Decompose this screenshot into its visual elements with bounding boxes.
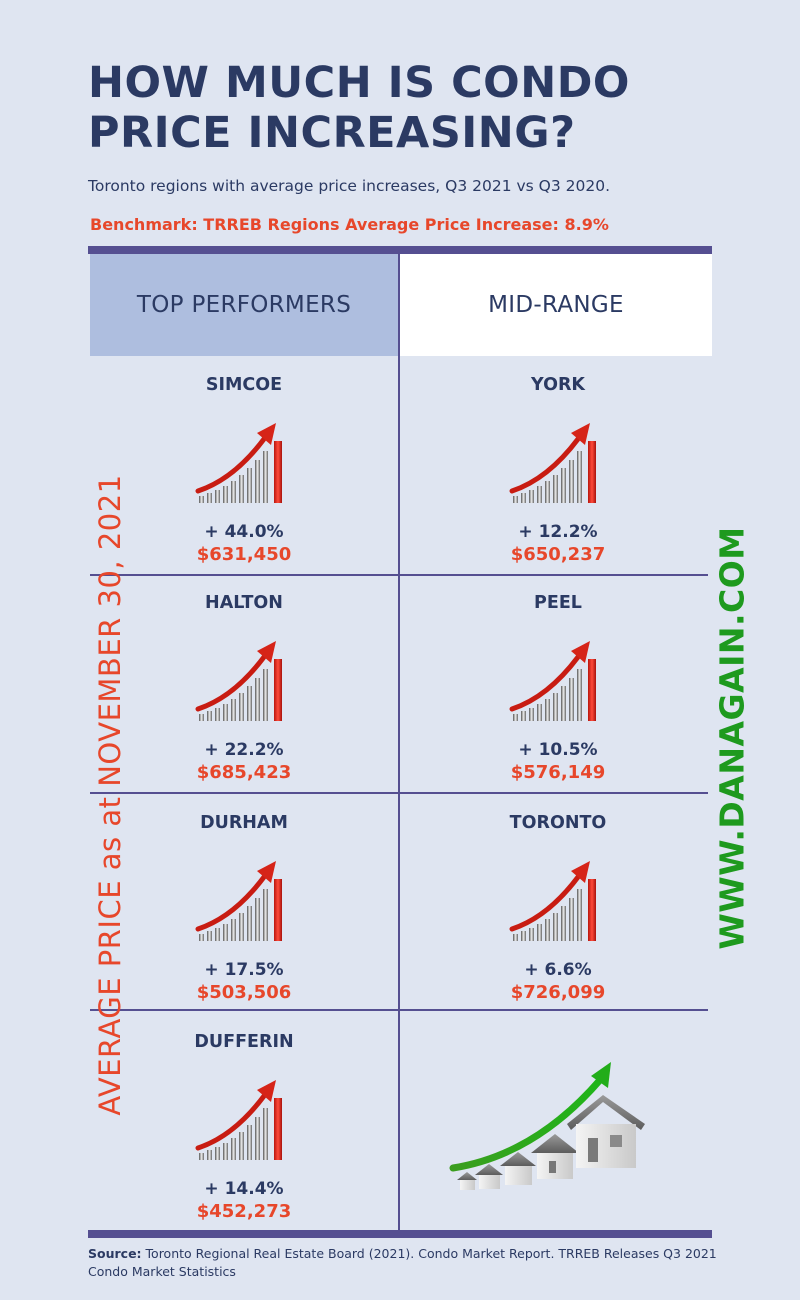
price-change: + 6.6% — [524, 960, 592, 980]
price-change: + 22.2% — [204, 740, 284, 760]
benchmark-note: Benchmark: TRREB Regions Average Price I… — [90, 215, 609, 234]
region-card-simcoe: SIMCOE + 44.0% $631,450 — [144, 373, 344, 567]
bar-growth-arrow-icon — [194, 629, 294, 729]
top-divider — [88, 246, 712, 254]
bar-growth-arrow-icon — [508, 849, 608, 949]
average-price: $685,423 — [196, 762, 292, 783]
price-change: + 44.0% — [204, 522, 284, 542]
source-citation: Source: Toronto Regional Real Estate Boa… — [88, 1245, 728, 1281]
average-price: $452,273 — [196, 1201, 292, 1222]
region-card-dufferin: DUFFERIN + 14.4% $452,273 — [144, 1030, 344, 1224]
region-name: DUFFERIN — [194, 1032, 294, 1052]
region-name: YORK — [531, 375, 585, 395]
region-card-york: YORK + 12.2% $650,237 — [458, 373, 658, 567]
price-change: + 17.5% — [204, 960, 284, 980]
bar-growth-arrow-icon — [194, 411, 294, 511]
region-name: SIMCOE — [205, 375, 283, 395]
region-name: PEEL — [534, 593, 582, 613]
bar-growth-arrow-icon — [508, 411, 608, 511]
bottom-divider — [88, 1230, 712, 1238]
average-price: $503,506 — [196, 982, 292, 1003]
source-label: Source: — [88, 1246, 142, 1261]
bar-growth-arrow-icon — [508, 629, 608, 729]
average-price-date-label: AVERAGE PRICE as at NOVEMBER 30, 2021 — [93, 474, 127, 1116]
region-name: HALTON — [205, 593, 283, 613]
average-price: $631,450 — [196, 544, 292, 565]
houses-growth-arrow-icon — [449, 1062, 645, 1190]
region-name: TORONTO — [509, 813, 607, 833]
column-divider — [398, 254, 400, 1230]
page-title: HOW MUCH IS CONDO PRICE INCREASING? — [88, 58, 630, 158]
row-divider — [90, 574, 708, 576]
price-change: + 10.5% — [518, 740, 598, 760]
column-header-top-performers: TOP PERFORMERS — [90, 254, 398, 356]
page-subtitle: Toronto regions with average price incre… — [88, 177, 611, 195]
price-change: + 12.2% — [518, 522, 598, 542]
average-price: $650,237 — [510, 544, 606, 565]
bar-growth-arrow-icon — [194, 849, 294, 949]
source-text: Toronto Regional Real Estate Board (2021… — [88, 1246, 717, 1279]
region-card-durham: DURHAM + 17.5% $503,506 — [144, 811, 344, 1005]
average-price: $726,099 — [510, 982, 606, 1003]
region-card-peel: PEEL + 10.5% $576,149 — [458, 591, 658, 785]
price-change: + 14.4% — [204, 1179, 284, 1199]
website-link[interactable]: WWW.DANAGAIN.COM — [712, 526, 752, 950]
average-price: $576,149 — [510, 762, 606, 783]
bar-growth-arrow-icon — [194, 1068, 294, 1168]
region-name: DURHAM — [200, 813, 288, 833]
region-card-halton: HALTON + 22.2% $685,423 — [144, 591, 344, 785]
row-divider — [90, 792, 708, 794]
column-header-mid-range: MID-RANGE — [400, 254, 712, 356]
row-divider — [90, 1009, 708, 1011]
region-card-toronto: TORONTO + 6.6% $726,099 — [458, 811, 658, 1005]
